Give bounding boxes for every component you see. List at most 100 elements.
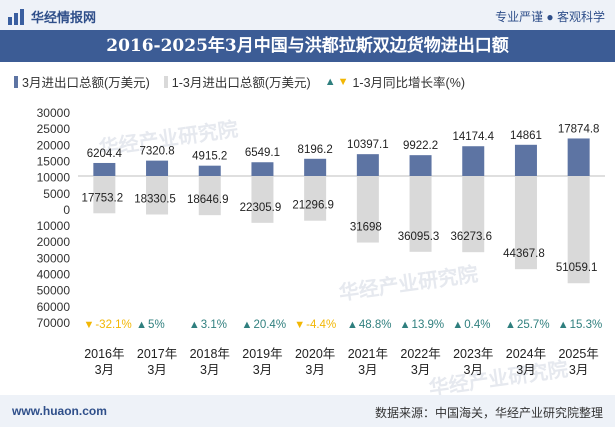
value-label-ytd: 21296.9 [292, 200, 334, 212]
legend-label-growth: 1-3月同比增长率(%) [352, 76, 465, 90]
value-label-march: 8196.2 [298, 144, 333, 156]
value-label-march: 14174.4 [452, 131, 494, 143]
triangle-up-icon: ▲ [452, 319, 463, 331]
x-tick-label: 2017年 [137, 347, 177, 361]
bar-march [462, 146, 485, 176]
legend-item-march: 3月进出口总额(万美元) [14, 72, 150, 91]
value-label-march: 14861 [510, 130, 542, 142]
y-tick-label: 30000 [37, 251, 71, 265]
y-tick-label: 70000 [37, 316, 71, 330]
x-tick-label: 3月 [358, 363, 377, 377]
value-label-ytd: 31698 [350, 222, 382, 234]
x-tick-label: 3月 [200, 363, 219, 377]
triangle-up-icon: ▲ [136, 319, 147, 331]
legend: 3月进出口总额(万美元) 1-3月进出口总额(万美元) ▲ ▼ 1-3月同比增长… [14, 72, 479, 91]
triangle-up-icon: ▲ [189, 319, 200, 331]
legend-item-growth: ▲ ▼ 1-3月同比增长率(%) [325, 72, 465, 91]
value-label-march: 17874.8 [558, 123, 600, 135]
x-tick-label: 2019年 [242, 347, 282, 361]
bar-ytd [462, 176, 485, 253]
legend-swatch-march [14, 75, 18, 88]
bar-ytd [198, 176, 221, 216]
bar-ytd [567, 176, 590, 284]
value-label-march: 10397.1 [347, 139, 389, 151]
bar-ytd [146, 176, 169, 215]
growth-rate-label: 48.8% [359, 319, 392, 331]
y-tick-label: 10000 [37, 171, 71, 185]
y-tick-label: 25000 [37, 122, 71, 136]
watermark-text: 华经产业研究院 [337, 262, 479, 305]
x-tick-label: 3月 [569, 363, 588, 377]
triangle-up-icon: ▲ [242, 319, 253, 331]
y-tick-label: 50000 [37, 284, 71, 298]
y-tick-label: 20000 [37, 235, 71, 249]
bar-march [93, 162, 116, 176]
value-label-ytd: 17753.2 [82, 192, 124, 204]
triangle-up-icon: ▲ [400, 319, 411, 331]
bar-ytd [409, 176, 432, 252]
triangle-down-icon: ▼ [294, 319, 305, 331]
value-label-ytd: 36095.3 [398, 231, 440, 243]
growth-rate-label: 25.7% [517, 319, 550, 331]
value-label-march: 9922.2 [403, 140, 438, 152]
value-label-march: 6549.1 [245, 147, 280, 159]
x-tick-label: 3月 [516, 363, 535, 377]
bar-march [409, 155, 432, 176]
chart-area: 华经产业研究院华经产业研究院华经产业研究院华经产业研究院 30000250002… [37, 106, 605, 400]
value-label-ytd: 51059.1 [556, 262, 598, 274]
x-tick-label: 3月 [95, 363, 114, 377]
bar-ytd [93, 176, 116, 214]
legend-swatch-ytd [163, 75, 168, 88]
x-tick-label: 3月 [147, 363, 166, 377]
triangle-up-icon: ▲ [505, 319, 516, 331]
triangle-down-icon: ▼ [83, 319, 94, 331]
top-bar: 华经情报网 专业严谨 ● 客观科学 [0, 0, 615, 30]
growth-rate-label: 15.3% [570, 319, 603, 331]
triangle-up-icon: ▲ [324, 75, 336, 88]
x-tick-label: 3月 [305, 363, 324, 377]
value-label-ytd: 22305.9 [240, 202, 282, 214]
watermark-text: 华经产业研究院 [427, 357, 569, 400]
site-name: 华经情报网 [31, 10, 97, 25]
bar-chart-icon [8, 8, 26, 25]
triangle-down-icon: ▼ [337, 75, 349, 88]
value-label-march: 4915.2 [192, 151, 227, 163]
value-label-ytd: 18330.5 [134, 193, 176, 205]
growth-rate-label: 13.9% [412, 319, 445, 331]
bar-march [567, 138, 590, 176]
x-tick-label: 2016年 [84, 347, 124, 361]
y-tick-label: 0 [63, 203, 70, 217]
footer-website[interactable]: www.huaon.com [12, 404, 107, 418]
triangle-up-icon: ▲ [558, 319, 569, 331]
bar-ytd [514, 176, 537, 270]
value-label-ytd: 18646.9 [187, 194, 229, 206]
x-tick-label: 2021年 [348, 347, 388, 361]
y-tick-label: 30000 [37, 106, 71, 120]
bar-ytd [251, 176, 274, 223]
growth-rate-label: -4.4% [306, 319, 336, 331]
bar-march [146, 160, 169, 176]
x-tick-label: 3月 [411, 363, 430, 377]
legend-item-ytd: 1-3月进出口总额(万美元) [163, 72, 311, 91]
y-tick-label: 10000 [37, 219, 71, 233]
footer-source: 数据来源：中国海关，华经产业研究院整理 [374, 406, 603, 420]
bar-march [356, 154, 379, 176]
x-tick-label: 3月 [464, 363, 483, 377]
growth-rate-label: 0.4% [464, 319, 490, 331]
bar-ytd [356, 176, 379, 243]
legend-label-ytd: 1-3月进出口总额(万美元) [171, 76, 311, 90]
x-tick-label: 2024年 [506, 347, 546, 361]
x-tick-label: 3月 [253, 363, 272, 377]
legend-label-march: 3月进出口总额(万美元) [22, 76, 150, 90]
growth-rate-label: -32.1% [95, 319, 131, 331]
bar-march [304, 158, 327, 176]
value-label-march: 7320.8 [139, 146, 174, 158]
value-label-march: 6204.4 [87, 148, 123, 160]
x-tick-label: 2023年 [453, 347, 493, 361]
site-logo: 华经情报网 [8, 7, 96, 26]
chart-title: 2016-2025年3月中国与洪都拉斯双边货物进出口额 [0, 30, 615, 62]
triangle-up-icon: ▲ [347, 319, 358, 331]
bar-march [251, 162, 274, 176]
tagline: 专业严谨 ● 客观科学 [495, 10, 605, 24]
footer: www.huaon.com 数据来源：中国海关，华经产业研究院整理 [0, 395, 615, 427]
